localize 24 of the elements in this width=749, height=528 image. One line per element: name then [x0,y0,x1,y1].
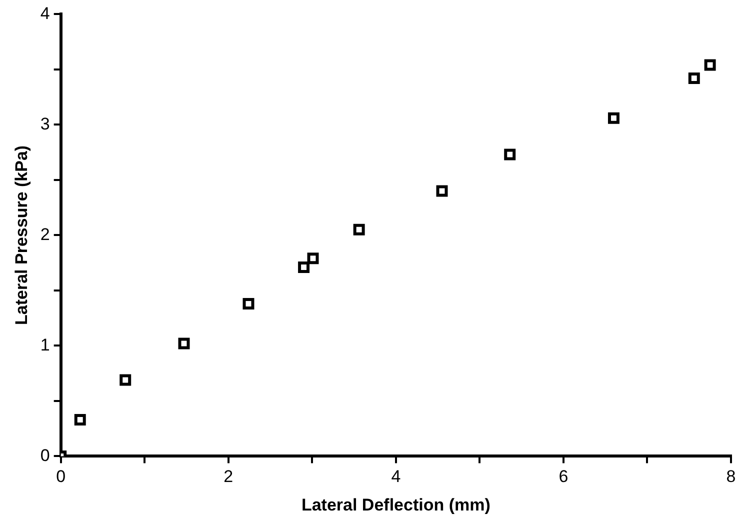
point [608,112,620,124]
point [242,298,254,310]
y-tick-label: 2 [40,224,50,244]
x-tick-label: 6 [558,467,568,486]
y-axis-title: Lateral Pressure (kPa) [12,145,31,325]
point [504,148,516,160]
point [74,414,86,426]
x-tick-label: 0 [56,467,66,486]
y-tick-label: 3 [40,114,50,134]
x-tick-label: 2 [224,467,234,486]
x-tick-label: 4 [391,467,401,486]
point [436,185,448,197]
point [298,262,310,273]
y-tick-label: 1 [40,335,50,354]
point [307,252,319,264]
x-tick-label: 8 [726,467,736,486]
point [178,338,190,350]
y-tick-label: 4 [40,4,50,23]
y-tick-label: 0 [40,446,50,465]
point [704,59,716,71]
point [688,72,700,84]
point [353,224,365,236]
point [120,374,132,386]
x-axis-title: Lateral Deflection (mm) [301,495,490,514]
